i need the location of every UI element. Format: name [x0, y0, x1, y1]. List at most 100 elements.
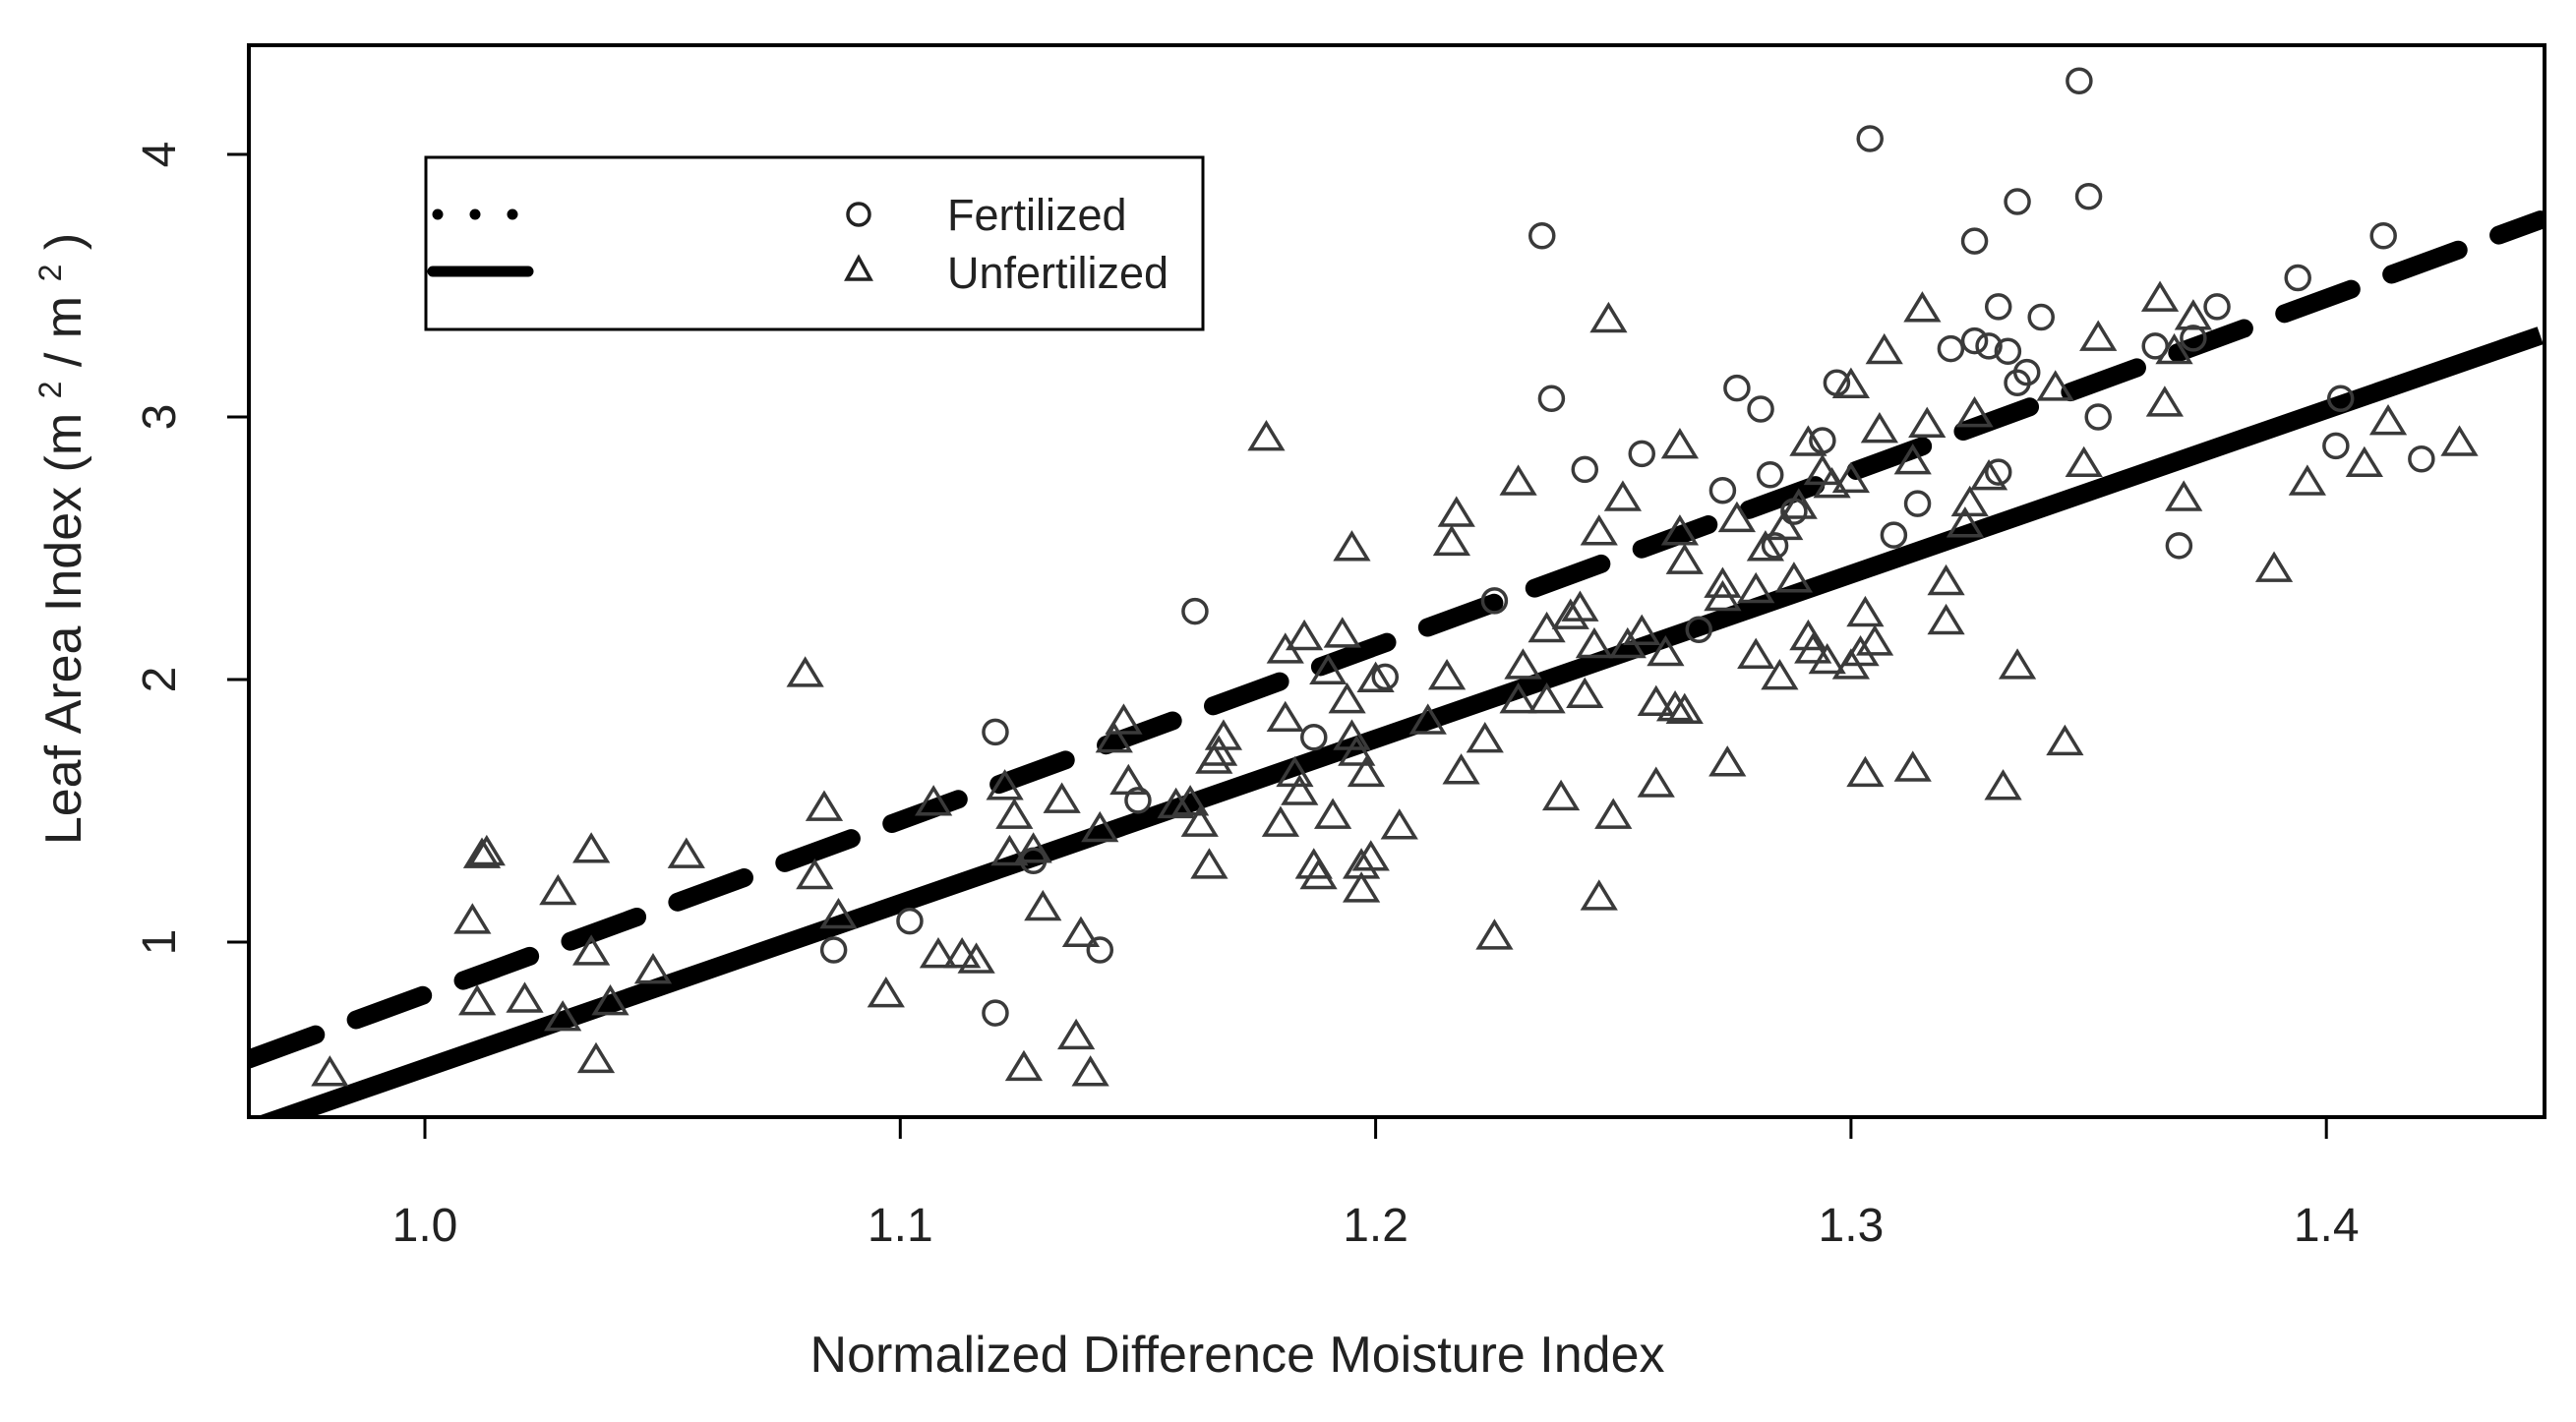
y-tick-label: 2	[134, 667, 186, 693]
unfertilized-point	[1984, 769, 2022, 800]
unfertilized-point	[1551, 598, 1589, 629]
unfertilized-point	[1043, 782, 1081, 813]
fertilized-point	[2180, 325, 2207, 352]
unfertilized-point	[633, 953, 673, 984]
unfertilized-point	[1281, 774, 1319, 805]
unfertilized-point	[2254, 551, 2294, 582]
fertilized-point	[2326, 385, 2355, 413]
unfertilized-point	[2174, 299, 2212, 330]
unfertilized-point	[1081, 810, 1119, 843]
unfertilized-point	[1737, 571, 1775, 604]
unfertilized-point	[1408, 703, 1447, 735]
unfertilized-point	[1637, 766, 1675, 798]
fertilized-point	[1528, 222, 1556, 250]
y-axis-title-main: Leaf Area Index	[35, 487, 92, 845]
legend-box	[424, 155, 1205, 331]
fertilized-point	[896, 907, 924, 935]
fertilized-point	[1371, 663, 1400, 691]
unfertilized-point	[467, 834, 506, 866]
unfertilized-point	[1865, 332, 1903, 365]
unfertilized-point	[1338, 735, 1376, 766]
unfertilized-point	[1708, 745, 1747, 777]
unfertilized-point	[1105, 703, 1143, 735]
fertilized-point	[1960, 326, 1989, 355]
y-axis: 1 2 3 4	[134, 142, 249, 955]
unfertilized-point	[1766, 508, 1804, 541]
fertilized-point	[1960, 227, 1989, 255]
unfertilized-point	[1927, 563, 1965, 596]
fertilized-fit-line	[249, 210, 2545, 1069]
unfertilized-point	[1109, 763, 1148, 796]
unfertilized-point	[1266, 700, 1304, 733]
unfertilized-point	[1190, 848, 1228, 879]
unfertilized-point	[1024, 889, 1062, 921]
y-axis-title: Leaf Area Index (m 2 / m 2 )	[16, 233, 92, 845]
unfertilized-point	[1746, 530, 1785, 562]
unfertilized-point	[1014, 832, 1052, 863]
fertilized-point	[1708, 477, 1737, 504]
fertilized-point	[1571, 455, 1599, 484]
unfertilized-point	[1841, 634, 1880, 667]
unfertilized-point	[1095, 722, 1133, 753]
fertilized-point	[2284, 264, 2311, 292]
unfertilized-point	[1261, 805, 1300, 837]
unfertilized-point	[1204, 719, 1243, 750]
unfertilized-point	[1717, 501, 1757, 533]
unfertilized-point	[1333, 530, 1371, 562]
fertilized-point	[1984, 458, 2012, 486]
unfertilized-point	[2368, 403, 2408, 436]
fertilized-point	[1856, 125, 1884, 152]
unfertilized-point	[919, 936, 958, 969]
unfertilized-point	[1655, 690, 1695, 722]
unfertilized-point	[1466, 722, 1504, 753]
unfertilized-point	[591, 984, 629, 1016]
unfertilized-point	[1342, 871, 1381, 903]
unfertilized-point	[2140, 280, 2180, 312]
fertilized-point	[1756, 460, 1784, 489]
unfertilized-point	[819, 897, 858, 929]
unfertilized-point	[1004, 1049, 1044, 1082]
unfertilized-point	[572, 832, 611, 863]
unfertilized-point	[1351, 840, 1390, 871]
fertilized-point	[819, 936, 848, 964]
fertilized-point	[2066, 67, 2093, 94]
unfertilized-point	[1794, 632, 1832, 664]
unfertilized-point	[2155, 332, 2193, 365]
unfertilized-point	[1427, 658, 1467, 690]
unfertilized-point	[1580, 879, 1618, 911]
unfertilized-point	[1575, 626, 1614, 659]
fertilized-point	[1685, 616, 1712, 644]
unfertilized-point	[1247, 419, 1286, 451]
unfertilized-point	[2079, 320, 2118, 351]
unfertilized-point	[1057, 1018, 1096, 1050]
unfertilized-point	[1831, 367, 1871, 398]
unfertilized-point	[1950, 485, 1989, 517]
unfertilized-point	[1623, 614, 1661, 645]
unfertilized-point	[1594, 798, 1633, 829]
fertilized-point	[2084, 403, 2112, 431]
unfertilized-point	[1580, 514, 1618, 546]
data-points	[311, 67, 2479, 1087]
fertilized-point	[2369, 222, 2397, 250]
fertilized-point	[2203, 293, 2231, 321]
x-tick-label: 1.0	[392, 1200, 458, 1252]
plot-border	[247, 43, 2546, 1119]
fertilized-point	[1300, 723, 1328, 751]
unfertilized-point	[1347, 755, 1386, 788]
fertilized-point	[1937, 334, 1965, 363]
unfertilized-point	[1737, 637, 1775, 669]
unfertilized-point	[2440, 425, 2479, 456]
unfertilized-point	[539, 873, 577, 906]
unfertilized-point	[1285, 619, 1324, 651]
fertilized-point	[1880, 521, 1908, 549]
unfertilized-point	[1660, 428, 1700, 459]
unfertilized-point	[1475, 918, 1514, 950]
fertilized-point	[1124, 787, 1152, 814]
unfertilized-point	[986, 769, 1024, 800]
unfertilized-point	[957, 942, 995, 974]
fertilized-point	[1537, 385, 1566, 413]
unfertilized-point	[1998, 648, 2037, 680]
y-axis-unit-sup1: 2	[32, 382, 68, 399]
legend: Fertilized Unfertilized	[424, 155, 1205, 331]
